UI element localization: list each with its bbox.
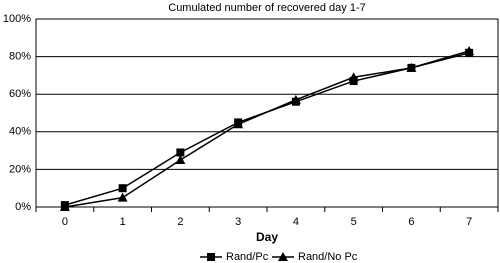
marker <box>117 192 128 202</box>
x-axis-label: Day <box>256 230 278 244</box>
marker <box>207 253 215 261</box>
y-tick-label: 100% <box>3 13 31 25</box>
series-line <box>64 52 470 206</box>
y-tick-label: 0% <box>15 201 31 213</box>
x-tick-label: 6 <box>408 216 414 228</box>
x-tick-label: 5 <box>351 216 357 228</box>
marker <box>406 62 417 72</box>
series-line <box>64 50 470 208</box>
x-tick-label: 0 <box>62 216 68 228</box>
legend-label: Rand/Pc <box>226 251 269 263</box>
chart-title: Cumulated number of recovered day 1-7 <box>168 2 366 14</box>
marker <box>233 119 244 129</box>
x-tick-label: 2 <box>177 216 183 228</box>
marker <box>348 72 359 82</box>
marker <box>278 252 288 261</box>
x-tick-label: 1 <box>120 216 126 228</box>
x-tick-label: 3 <box>235 216 241 228</box>
x-tick-label: 4 <box>293 216 299 228</box>
marker <box>175 155 186 164</box>
y-tick-label: 20% <box>9 163 31 175</box>
y-tick-label: 60% <box>9 88 31 100</box>
marker <box>176 148 185 157</box>
marker <box>59 202 70 211</box>
plot-border <box>35 18 499 208</box>
marker <box>464 45 475 55</box>
x-tick-label: 7 <box>466 216 472 228</box>
legend-label: Rand/No Pc <box>298 251 358 263</box>
y-tick-label: 40% <box>9 126 31 138</box>
marker <box>290 94 301 104</box>
y-tick-label: 80% <box>9 51 31 63</box>
marker <box>118 184 127 193</box>
